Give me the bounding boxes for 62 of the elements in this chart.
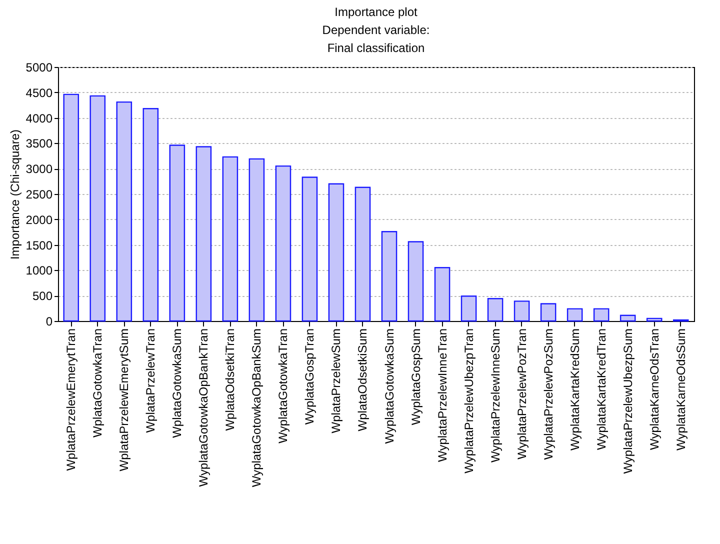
bar [90, 95, 106, 322]
y-tick-label: 5000 [26, 60, 53, 74]
y-tick-label: 4500 [26, 86, 53, 100]
x-tick-label: WyplataKartaKredTran [594, 328, 608, 450]
y-tick-label: 2500 [26, 188, 53, 202]
bar [116, 101, 132, 322]
bar [169, 144, 186, 322]
bar [566, 308, 583, 322]
x-tick-label: WyplataPrzelewInneTran [435, 328, 450, 462]
x-tick-label: WyplataPrzelewInneSum [488, 328, 502, 462]
y-tick-label: 1500 [26, 238, 53, 252]
bar [460, 296, 477, 322]
bar [275, 165, 292, 322]
y-tick-label: 1000 [26, 264, 53, 278]
x-tick-label: WyplataPrzelewUbezpTran [462, 328, 476, 474]
x-tick-label: WyplataPrzelewUbezpSum [620, 328, 635, 474]
x-tick-label: WyplataPrzelewPozTran [514, 328, 529, 460]
bar [408, 241, 424, 322]
x-tick-label: WplataPrzelewTran [144, 328, 158, 433]
y-tick-label: 2000 [26, 212, 53, 227]
bar [514, 300, 530, 322]
bar [593, 308, 610, 322]
y-tick-label: 3500 [26, 136, 53, 151]
bar [222, 156, 238, 322]
x-tick-label: WplataPrzelewSum [329, 328, 344, 434]
x-tick-label: WyplataGotowkaTran [276, 328, 290, 444]
x-tick-label: WplataGotowkaTran [90, 328, 105, 438]
bar [196, 146, 212, 322]
x-tick-label: WyplataKarneOdsSum [674, 328, 688, 450]
y-tick-label: 500 [32, 289, 53, 304]
x-tick-label: WyplataGospSum [408, 328, 423, 426]
y-tick-label: 3000 [26, 162, 53, 176]
bar [248, 158, 265, 322]
x-tick-label: WplataOdsetkiTran [223, 328, 238, 431]
x-tick-label: WplataGotowkaSum [170, 328, 184, 438]
bar [302, 176, 318, 322]
text: Final classification [327, 41, 425, 55]
x-tick-label: WyplataGospTran [302, 328, 317, 425]
bar [381, 230, 398, 322]
y-axis-title: Importance (Chi-square) [8, 129, 22, 260]
x-tick-label: WplataOdsetkiSum [356, 328, 370, 432]
x-tick-label: WyplataPrzelewPozSum [541, 328, 556, 460]
x-tick-label: WyplataGotowkaSum [382, 328, 396, 444]
bar [434, 267, 450, 322]
y-tick-label: 0 [46, 314, 53, 328]
bar [487, 298, 504, 322]
bar [646, 318, 662, 322]
bar [540, 303, 556, 322]
x-tick-label: WplataPrzelewEmerytSum [117, 328, 132, 472]
bar [620, 314, 636, 322]
y-tick-label: 4000 [26, 111, 53, 126]
x-tick-label: WplataPrzelewEmerytTran [64, 328, 78, 471]
x-tick-label: WyplataKartaKredSum [568, 328, 582, 450]
bar [354, 186, 371, 322]
bar [328, 183, 344, 322]
x-tick-label: WyplataKarneOdsTran [647, 328, 662, 450]
x-tick-label: WyplataGotowkaOpBankSum [250, 328, 264, 488]
x-tick-label: WyplataGotowkaOpBankTran [196, 328, 211, 487]
bar [142, 108, 159, 322]
text: Dependent variable: [322, 23, 430, 37]
bar [63, 94, 80, 322]
text: Importance plot [334, 5, 418, 19]
